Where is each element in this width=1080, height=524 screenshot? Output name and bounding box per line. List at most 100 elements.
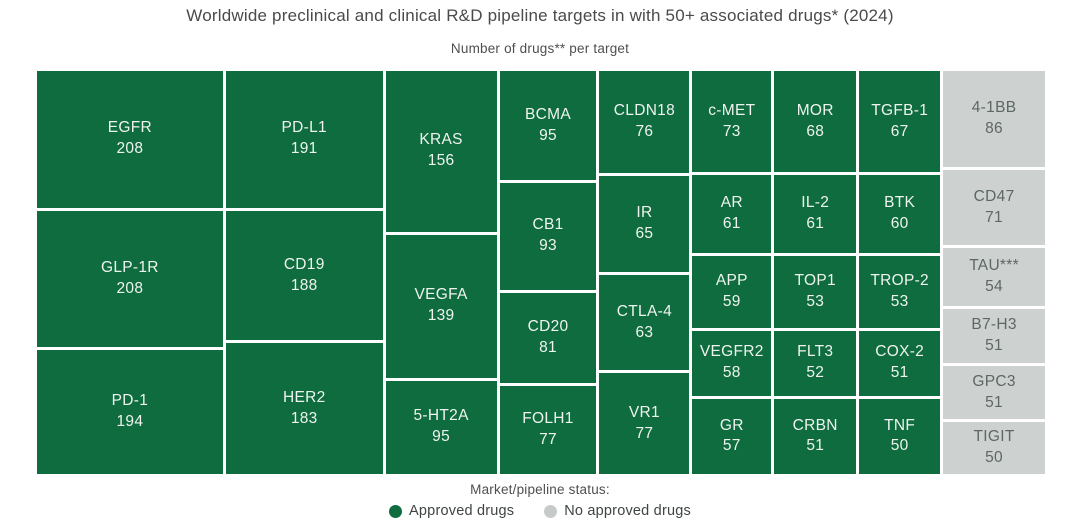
target-value: 53 — [806, 293, 825, 311]
approved-drugs-dot-icon — [389, 504, 403, 518]
treemap-column-3: KRAS 156 VEGFA 139 5-HT2A 95 — [385, 71, 497, 474]
target-value: 61 — [722, 215, 741, 233]
treemap-cell-cox-2: COX-2 51 — [859, 330, 941, 396]
treemap-cell-4-1bb: 4-1BB 86 — [943, 71, 1046, 167]
target-value: 191 — [290, 140, 318, 158]
target-value: 139 — [427, 307, 455, 325]
target-value: 50 — [985, 449, 1003, 467]
target-name: PD-1 — [111, 392, 149, 410]
chart-title: Worldwide preclinical and clinical R&D p… — [186, 6, 894, 25]
target-value: 53 — [890, 293, 909, 311]
target-name: EGFR — [107, 119, 153, 137]
treemap-cell-tgfb-1: TGFB-1 67 — [859, 71, 941, 173]
target-name: CD47 — [973, 187, 1015, 205]
treemap-cell-cldn18: CLDN18 76 — [599, 71, 690, 173]
target-value: 81 — [539, 338, 557, 356]
target-value: 86 — [985, 119, 1003, 137]
target-name: TAU*** — [969, 257, 1019, 275]
legend: Market/pipeline status: Approved drugs N… — [0, 482, 1080, 519]
treemap-cell-trop-2: TROP-2 53 — [859, 256, 941, 328]
treemap-column-2: PD-L1 191 CD19 188 HER2 183 — [225, 71, 383, 474]
target-value: 77 — [635, 424, 654, 442]
treemap-cell-folh1: FOLH1 77 — [499, 385, 597, 474]
chart-subtitle: Number of drugs** per target — [450, 41, 630, 56]
treemap-cell-il-2: IL-2 61 — [774, 175, 857, 254]
treemap-cell-tnf: TNF 50 — [859, 398, 941, 475]
target-name: 5-HT2A — [413, 407, 469, 425]
target-name: TIGIT — [973, 428, 1015, 446]
target-name: IL-2 — [801, 194, 830, 212]
target-value: 93 — [539, 237, 557, 255]
legend-item-label: No approved drugs — [564, 503, 691, 519]
target-name: CRBN — [792, 416, 838, 434]
target-name: TNF — [884, 416, 916, 434]
target-name: IR — [636, 203, 653, 221]
target-value: 57 — [722, 437, 741, 455]
treemap-column-6: c-MET 73 AR 61 APP 59 VEGFR2 58 GR 57 — [692, 71, 772, 475]
legend-item-label: Approved drugs — [409, 503, 515, 519]
treemap-column-4: BCMA 95 CB1 93 CD20 81 FOLH1 77 — [499, 71, 597, 474]
treemap-cell-pd-l1: PD-L1 191 — [225, 71, 383, 208]
treemap-cell-cb1: CB1 93 — [499, 183, 597, 290]
target-name: VR1 — [628, 403, 660, 421]
target-value: 59 — [722, 293, 741, 311]
treemap-column-9-no-approved: 4-1BB 86 CD47 71 TAU*** 54 B7-H3 51 GPC3… — [943, 71, 1046, 474]
treemap-cell-vr1: VR1 77 — [599, 373, 690, 474]
target-name: PD-L1 — [281, 119, 327, 137]
target-value: 61 — [806, 215, 825, 233]
target-name: COX-2 — [875, 343, 925, 361]
target-value: 76 — [635, 122, 654, 140]
legend-item-approved: Approved drugs — [389, 503, 514, 519]
treemap-cell-gr: GR 57 — [692, 398, 772, 475]
target-value: 71 — [985, 208, 1003, 226]
target-name: BTK — [884, 194, 916, 212]
target-name: GLP-1R — [101, 259, 159, 277]
target-value: 63 — [635, 323, 654, 341]
target-name: HER2 — [282, 388, 326, 406]
target-value: 65 — [635, 224, 654, 242]
target-value: 156 — [427, 152, 455, 170]
treemap-cell-ctla-4: CTLA-4 63 — [599, 275, 690, 371]
target-value: 68 — [806, 122, 825, 140]
treemap-cell-kras: KRAS 156 — [385, 71, 497, 232]
target-value: 67 — [890, 122, 909, 140]
treemap-cell-5-ht2a: 5-HT2A 95 — [385, 380, 497, 474]
treemap-cell-mor: MOR 68 — [774, 71, 857, 173]
target-name: c-MET — [708, 101, 756, 119]
target-name: VEGFA — [414, 286, 468, 304]
target-value: 51 — [985, 336, 1003, 354]
target-value: 95 — [539, 126, 557, 144]
target-value: 208 — [116, 140, 144, 158]
treemap-cell-top1: TOP1 53 — [774, 256, 857, 328]
treemap-cell-ar: AR 61 — [692, 175, 772, 254]
target-name: 4-1BB — [971, 99, 1017, 117]
target-value: 52 — [806, 364, 825, 382]
target-value: 50 — [890, 437, 909, 455]
treemap-cell-btk: BTK 60 — [859, 175, 941, 254]
target-name: TROP-2 — [870, 272, 929, 290]
target-name: FOLH1 — [522, 409, 574, 427]
legend-item-no-approved: No approved drugs — [544, 503, 691, 519]
target-value: 58 — [722, 364, 741, 382]
target-name: KRAS — [419, 131, 463, 149]
treemap-column-8: TGFB-1 67 BTK 60 TROP-2 53 COX-2 51 TNF … — [859, 71, 941, 475]
treemap-cell-crbn: CRBN 51 — [774, 398, 857, 475]
treemap-cell-glp-1r: GLP-1R 208 — [37, 210, 223, 348]
target-name: MOR — [796, 101, 834, 119]
treemap-column-7: MOR 68 IL-2 61 TOP1 53 FLT3 52 CRBN 51 — [774, 71, 857, 475]
treemap-cell-tau: TAU*** 54 — [943, 248, 1046, 307]
target-value: 51 — [806, 437, 825, 455]
treemap-cell-vegfa: VEGFA 139 — [385, 234, 497, 378]
target-value: 73 — [722, 122, 741, 140]
target-name: APP — [715, 272, 748, 290]
target-name: FLT3 — [797, 343, 834, 361]
treemap-cell-flt3: FLT3 52 — [774, 330, 857, 396]
treemap-cell-vegfr2: VEGFR2 58 — [692, 330, 772, 396]
treemap-cell-ir: IR 65 — [599, 175, 690, 272]
treemap-cell-b7-h3: B7-H3 51 — [943, 309, 1046, 363]
target-value: 54 — [985, 278, 1003, 296]
target-name: TGFB-1 — [871, 101, 929, 119]
target-name: CLDN18 — [613, 101, 676, 119]
treemap-cell-cd20: CD20 81 — [499, 292, 597, 383]
treemap-cell-egfr: EGFR 208 — [37, 71, 223, 208]
